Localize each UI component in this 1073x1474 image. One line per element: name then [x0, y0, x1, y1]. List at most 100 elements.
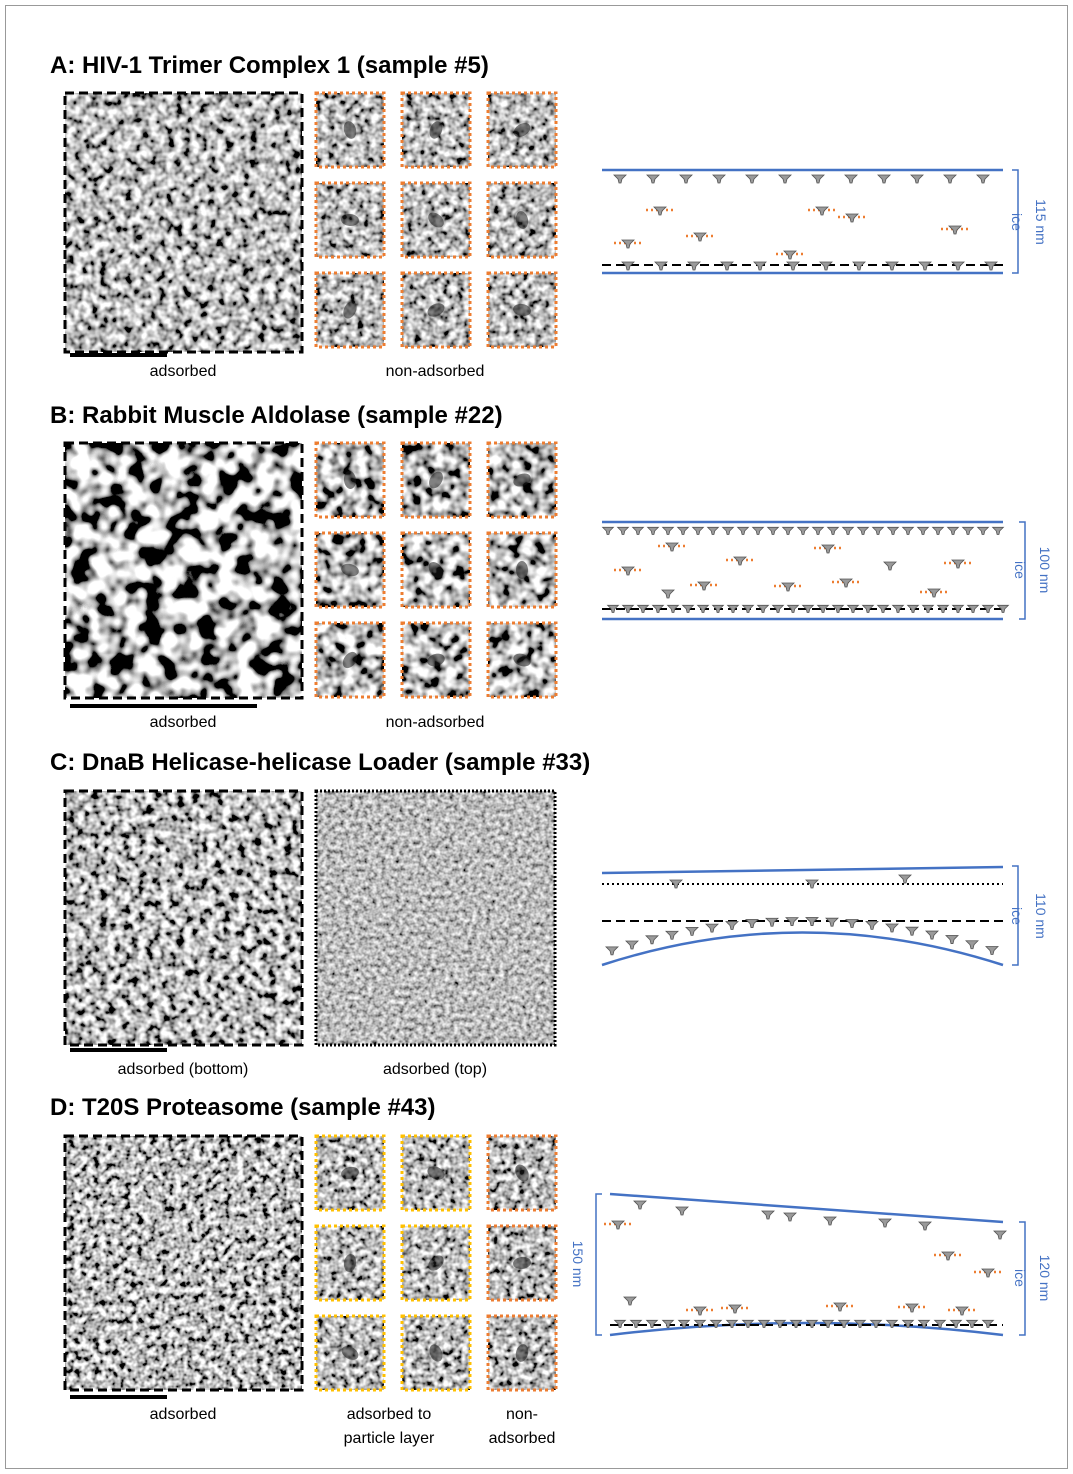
particle: [918, 1221, 932, 1231]
particle-density: [513, 653, 531, 667]
particle: [633, 1200, 647, 1210]
image-border: [314, 181, 386, 259]
particle-density: [428, 1255, 444, 1271]
particle: [861, 604, 875, 613]
dimension-label: ice: [1012, 561, 1028, 579]
particle: [946, 526, 960, 535]
caption: adsorbed: [150, 714, 217, 731]
particle: [623, 1296, 637, 1306]
particle: [955, 1306, 969, 1316]
particle: [948, 225, 962, 235]
particle-density: [428, 562, 444, 578]
particle: [853, 1319, 867, 1328]
dimension-label: 150 nm: [570, 1241, 586, 1288]
particle: [621, 566, 635, 576]
particle: [665, 930, 679, 940]
particle: [756, 604, 770, 613]
particle-density: [515, 211, 529, 229]
particle: [796, 526, 810, 535]
particle: [883, 561, 897, 571]
particle: [621, 604, 635, 613]
dimension-label: 115 nm: [1033, 199, 1049, 245]
particle: [654, 261, 668, 271]
particle: [653, 206, 667, 216]
particle-density: [515, 1344, 529, 1362]
particle: [965, 940, 979, 950]
particle: [996, 604, 1010, 613]
micrograph: [65, 791, 302, 1045]
particle-density: [429, 471, 443, 489]
particle-density: [513, 303, 531, 317]
particle: [751, 526, 765, 535]
particle-density: [515, 1164, 529, 1182]
particle: [905, 926, 919, 936]
particle-density: [341, 1166, 359, 1180]
image-border: [314, 91, 386, 169]
thickness-bracket: [1012, 865, 1019, 966]
particle: [878, 1218, 892, 1228]
particle: [993, 1230, 1007, 1240]
particle: [783, 1212, 797, 1222]
particle: [765, 917, 779, 927]
particle: [869, 1319, 883, 1328]
particle: [815, 206, 829, 216]
particle: [753, 261, 767, 271]
caption: adsorbed (bottom): [118, 1061, 249, 1078]
ice-boundary: [609, 1192, 1004, 1224]
particle: [886, 526, 900, 535]
particle: [831, 604, 845, 613]
caption: non-adsorbed: [386, 714, 485, 731]
particle-density: [513, 1256, 531, 1270]
particle: [991, 526, 1005, 535]
particle: [616, 526, 630, 535]
particle: [771, 604, 785, 613]
particle-density: [429, 121, 443, 139]
particle: [826, 526, 840, 535]
particle: [949, 1319, 963, 1328]
particle: [981, 604, 995, 613]
particle: [621, 261, 635, 271]
particle: [613, 1319, 627, 1328]
particle: [726, 604, 740, 613]
particle: [801, 604, 815, 613]
particle: [811, 526, 825, 535]
image-border: [400, 441, 472, 519]
particle: [728, 1304, 742, 1314]
particle: [916, 526, 930, 535]
particle: [927, 588, 941, 598]
particle: [651, 604, 665, 613]
particle: [945, 935, 959, 944]
caption: particle layer: [344, 1430, 435, 1447]
particle: [985, 946, 999, 955]
particle: [725, 921, 739, 930]
image-border: [486, 91, 558, 169]
particle: [646, 174, 660, 184]
caption: adsorbed: [489, 1430, 556, 1447]
panel-title: A: HIV-1 Trimer Complex 1 (sample #5): [50, 52, 489, 79]
particle: [773, 1319, 787, 1328]
particle: [781, 526, 795, 535]
particle: [821, 544, 835, 554]
thickness-bracket: [1019, 521, 1026, 620]
particle: [621, 239, 635, 249]
particle: [943, 174, 957, 184]
image-border: [63, 441, 304, 700]
particle: [687, 261, 701, 271]
ice-boundary: [601, 931, 1004, 967]
particle: [833, 1302, 847, 1312]
particle: [845, 213, 859, 223]
particle: [965, 1319, 979, 1328]
particle-density: [427, 1166, 445, 1180]
particle: [805, 879, 819, 889]
particle-density: [343, 471, 357, 489]
particle: [725, 1319, 739, 1328]
particle: [661, 1319, 675, 1328]
caption: non-adsorbed: [386, 363, 485, 380]
particle: [693, 1319, 707, 1328]
particle-density: [513, 123, 531, 137]
thickness-bracket: [595, 1193, 602, 1336]
particle: [766, 526, 780, 535]
particle: [925, 930, 939, 940]
particle: [841, 526, 855, 535]
particle: [906, 604, 920, 613]
